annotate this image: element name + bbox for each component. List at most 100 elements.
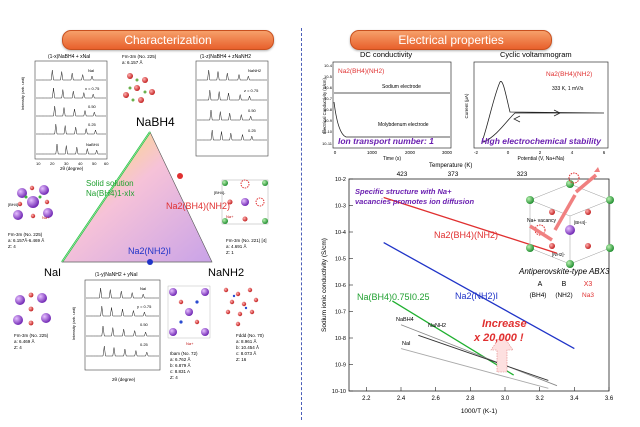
y-tick-label: 10-3 [335,204,346,210]
series-label-na2nh2i: Na2(NH2)I [455,291,498,301]
crystal-icon [167,285,211,339]
xrd-series-label: 0.25 [140,342,149,347]
xrd-series-label: 0.50 [88,104,97,109]
cv-caption: High electrochemical stability [481,136,602,146]
cv-xtick: 2 [539,150,542,155]
arrow-icon [574,173,598,194]
triangle-left-label: NaI [44,267,61,279]
antiperovskite-inset: Na+ vacancy [BH4]- [NH2]- Antiperovskite… [518,167,614,299]
xrd-tick: 50 [92,161,97,166]
structure-z-label: Z: 4 [14,345,22,350]
xrd-series-label: NaI [140,286,146,291]
dc-ylabel: Electrical Conductivity (S/cm) [322,77,327,133]
increase-arrow-icon [490,333,514,373]
crystal-icon [13,185,53,220]
xrd-series-label: 0.50 [248,108,257,113]
bh4-label: [BH4]- [8,202,20,207]
dc-xtick: 2000 [405,150,416,155]
dc-caption: Ion transport number: 1 [338,136,434,146]
dc-xtick: 3000 [442,150,453,155]
na-label: Na+ [186,341,194,346]
x-tick-label: 2.8 [466,396,475,402]
y-tick-label: 10-7 [335,310,346,316]
xrd-xlabel-b: 2θ (degree) [112,377,136,382]
xrd-plot-top-left: (1-x)NaBH4 + xNaI Intensity (arb. unit) … [20,54,109,171]
dc-conductivity-plot: DC conductivity Na2(BH4)(NH2) Sodium ele… [322,50,453,162]
abx-value-b: (NH2) [555,292,572,299]
y-tick-label: 10-9 [335,363,346,369]
x-tick-label: 3.0 [501,396,510,402]
crystal-icon [123,73,155,103]
arrow-icon [553,109,561,117]
vacancy-label: Na+ vacancy [527,218,557,224]
structure-left: [BH4]- Na+ Fm-3m (No. 225) a: 6.157Å-6.4… [8,185,53,249]
series-label-nabh4: NaBH4 [396,317,414,323]
xrd-trace [36,69,106,81]
xrd-title-bottom: (1-y)NaNH2 + yNaI [95,272,138,278]
xrd-series-label: 0.50 [140,322,149,327]
main-xlabel: 1000/T (K-1) [461,408,497,415]
top-axis-label: Temperature (K) [429,163,472,169]
abx-col-b: B [562,281,567,288]
cv-trace [481,81,605,143]
xrd-trace [86,345,159,357]
structure-z-label: Z: 4 [8,244,16,249]
arrow-icon [513,115,521,123]
xrd-trace [197,69,267,81]
y-tick-label: 10-2 [335,177,346,183]
structure-z-label: Z: 16 [236,357,247,362]
structure-group-label: Fm-3m (No. 225) [8,232,43,237]
xrd-tick: 10 [36,161,41,166]
series-line-0 [383,196,558,254]
dc-xtick: 0 [334,150,337,155]
series-label-nabh4i: Na(BH4)0.75I0.25 [357,292,430,302]
abx-col-x: X3 [584,281,593,288]
y-tick-label: 10-6 [335,283,346,289]
increase-label-line1: Increase [482,318,527,330]
xrd-series-label: x = 0.75 [85,86,100,91]
xrd-trace [86,287,159,299]
structure-bottom-right: Fddd (No. 70) a: 8.961 Å b: 10.454 Å c: … [223,287,264,362]
xrd-tick: 30 [64,161,69,166]
xrd-plot-top-right: (1-z)NaBH4 + zNaNH2 NaNH2 z = 0.75 0.50 … [195,54,269,157]
xrd-trace [36,105,106,117]
na2bh4nh2-phase-marker [177,173,183,179]
cv-xtick: 4 [571,150,574,155]
xrd-trace [197,129,267,141]
arrow-icon [594,167,600,172]
structure-z-label: Z: 4 [170,375,178,380]
dc-ytick: 10-11 [322,141,333,146]
structure-a-label: a: 6.157Å-6.469 Å [8,237,44,243]
xrd-ylabel-b: Intensity (arb. unit) [71,306,76,340]
xrd-series-label: 0.25 [248,128,257,133]
x-tick-label: 2.2 [362,396,371,402]
structure-c-label: c: 8.073 Å [236,350,256,356]
dc-ytick: 10-8 [324,107,333,112]
xrd-trace [86,325,159,337]
xrd-title-top-left: (1-x)NaBH4 + xNaI [48,54,90,60]
top-axis-tick: 423 [397,171,408,178]
arrow-icon [529,224,553,242]
structure-a-label: a: 6.157 Å [122,59,143,65]
dc-ytick: 10-5 [324,74,333,79]
cv-ylabel: Current (μA) [464,93,469,118]
na-label: Na+ [42,215,50,220]
triangle-right-label: NaNH2 [208,267,244,279]
dc-curve2-label: Molybdenum electrode [378,122,429,128]
y-tick-label: 10-10 [332,389,346,395]
structure-group-label: Fddd (No. 70) [236,333,264,338]
structure-a-label: a: 6.762 Å [170,356,191,362]
crystal-icon [223,287,259,327]
xrd-trace [36,123,106,135]
triangle-top-label: NaBH4 [136,115,175,129]
xrd-series-label: NaBH4 [86,142,100,147]
dc-ytick: 10-6 [324,85,333,90]
structure-group-label: Fm-3m (No. 225) [122,54,157,59]
main-ylabel: Sodium ionic conductivity (S/cm) [321,238,328,332]
crystal-icon [526,172,614,268]
cv-compound-label: Na2(BH4)(NH2) [546,71,592,78]
series-label-nanh2: NaNH2 [428,323,446,329]
arrow-icon [553,194,577,231]
xrd-series-label: NaI [88,68,94,73]
